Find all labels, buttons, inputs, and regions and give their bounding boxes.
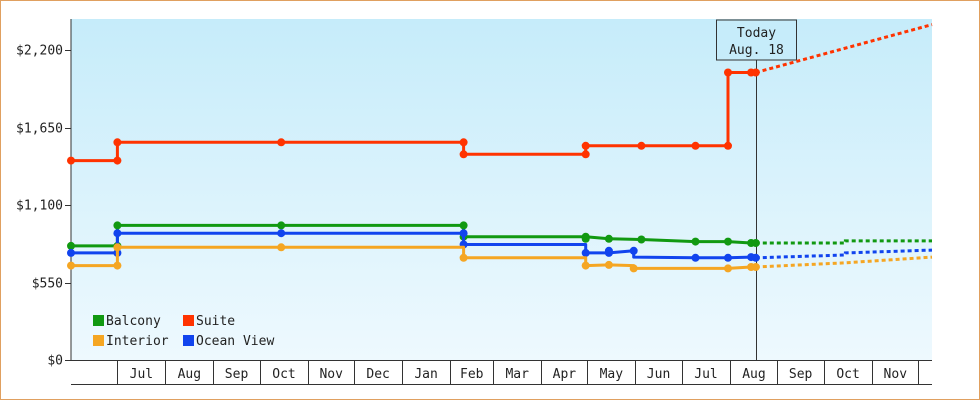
data-point-suite[interactable] bbox=[277, 138, 286, 147]
legend-swatch-balcony bbox=[93, 315, 104, 326]
series-interior bbox=[67, 243, 933, 273]
x-tick-label: Jul bbox=[694, 367, 717, 382]
data-point-interior[interactable] bbox=[751, 263, 760, 271]
legend-swatch-suite bbox=[183, 315, 194, 326]
data-point-balcony[interactable] bbox=[277, 221, 286, 230]
legend-label-ocean-view: Ocean View bbox=[196, 334, 274, 349]
data-point-suite[interactable] bbox=[691, 141, 700, 150]
data-point-suite[interactable] bbox=[581, 150, 590, 159]
y-axis: $0 $550 $1,100 $1,650 $2,200 bbox=[16, 19, 72, 369]
data-point-suite[interactable] bbox=[113, 138, 122, 147]
data-point-balcony[interactable] bbox=[724, 237, 732, 246]
data-point-balcony[interactable] bbox=[67, 241, 75, 250]
today-marker: Today Aug. 18 bbox=[716, 19, 797, 360]
data-point-ocean-view[interactable] bbox=[724, 253, 732, 262]
series-line-suite bbox=[71, 71, 756, 163]
x-tick-label: Dec bbox=[366, 367, 389, 382]
data-point-interior[interactable] bbox=[581, 261, 590, 270]
y-tick-label: $550 bbox=[32, 277, 63, 292]
y-tick-label: $2,200 bbox=[16, 44, 63, 59]
x-tick-label: Aug bbox=[178, 367, 201, 382]
data-point-balcony[interactable] bbox=[637, 235, 646, 244]
data-point-ocean-view[interactable] bbox=[691, 253, 700, 262]
data-point-interior[interactable] bbox=[113, 261, 122, 270]
series-suite bbox=[67, 23, 933, 165]
data-point-balcony[interactable] bbox=[581, 234, 590, 243]
legend-swatch-interior bbox=[93, 335, 104, 346]
x-tick-label: Jun bbox=[647, 367, 670, 382]
today-label-box bbox=[716, 19, 797, 61]
x-tick-label: Sep bbox=[789, 367, 813, 382]
data-point-suite[interactable] bbox=[581, 141, 590, 150]
data-point-ocean-view[interactable] bbox=[67, 248, 75, 257]
data-point-balcony[interactable] bbox=[604, 234, 613, 243]
y-tick-label: $1,100 bbox=[16, 199, 63, 214]
x-tick-label: Mar bbox=[505, 367, 529, 382]
legend-swatch-ocean-view bbox=[183, 335, 194, 346]
legend-label-balcony: Balcony bbox=[106, 314, 161, 329]
legend-label-interior: Interior bbox=[106, 334, 169, 349]
x-tick-label: Sep bbox=[225, 367, 249, 382]
data-point-ocean-view[interactable] bbox=[277, 229, 286, 238]
x-tick-label: Jan bbox=[414, 367, 437, 382]
x-tick-label: Aug bbox=[742, 367, 765, 382]
data-point-ocean-view[interactable] bbox=[113, 229, 122, 238]
data-point-ocean-view[interactable] bbox=[581, 248, 590, 257]
y-tick-label: $0 bbox=[47, 354, 63, 369]
data-point-suite[interactable] bbox=[637, 141, 646, 150]
data-point-ocean-view[interactable] bbox=[459, 229, 468, 238]
x-tick-label: Oct bbox=[836, 367, 859, 382]
series-layer bbox=[67, 23, 933, 273]
x-tick-label: Oct bbox=[272, 367, 295, 382]
data-point-balcony[interactable] bbox=[751, 239, 760, 247]
x-tick-label: Apr bbox=[553, 367, 577, 382]
legend-label-suite: Suite bbox=[196, 314, 235, 329]
today-label: Today bbox=[737, 26, 776, 41]
data-point-balcony[interactable] bbox=[459, 221, 468, 230]
legend: Balcony Suite Interior Ocean View bbox=[93, 314, 274, 349]
forecast-line-interior bbox=[755, 255, 933, 269]
data-point-balcony[interactable] bbox=[691, 237, 700, 246]
x-tick-label: Feb bbox=[460, 367, 484, 382]
y-tick-label: $1,650 bbox=[16, 122, 63, 137]
data-point-ocean-view[interactable] bbox=[751, 253, 760, 262]
today-date: Aug. 18 bbox=[729, 43, 784, 58]
data-point-suite[interactable] bbox=[459, 150, 468, 159]
data-point-suite[interactable] bbox=[113, 156, 122, 165]
data-point-suite[interactable] bbox=[724, 141, 732, 150]
data-point-suite[interactable] bbox=[67, 156, 75, 165]
data-point-suite[interactable] bbox=[751, 68, 760, 77]
series-ocean-view bbox=[67, 229, 933, 262]
data-point-ocean-view[interactable] bbox=[604, 246, 613, 255]
data-point-suite[interactable] bbox=[459, 138, 468, 147]
plot-area bbox=[71, 19, 932, 360]
forecast-line-balcony bbox=[755, 239, 932, 245]
x-tick-label: Nov bbox=[319, 367, 343, 382]
forecast-line-suite bbox=[755, 23, 933, 74]
data-point-interior[interactable] bbox=[724, 264, 732, 273]
data-point-interior[interactable] bbox=[629, 264, 638, 273]
x-tick-label: May bbox=[600, 367, 624, 382]
data-point-ocean-view[interactable] bbox=[629, 246, 638, 255]
x-tick-label: Jul bbox=[130, 367, 153, 382]
forecast-line-ocean-view bbox=[755, 248, 933, 260]
data-point-interior[interactable] bbox=[67, 261, 75, 270]
data-point-interior[interactable] bbox=[459, 253, 468, 262]
data-point-suite[interactable] bbox=[724, 68, 732, 77]
data-point-balcony[interactable] bbox=[113, 221, 122, 230]
data-point-interior[interactable] bbox=[604, 260, 613, 269]
x-tick-label: Nov bbox=[884, 367, 908, 382]
data-point-interior[interactable] bbox=[113, 243, 122, 252]
data-point-interior[interactable] bbox=[277, 243, 286, 252]
x-axis: Jul Aug Sep Oct Nov Dec Jan Feb Mar Apr May Jun Jul A… bbox=[71, 360, 932, 385]
